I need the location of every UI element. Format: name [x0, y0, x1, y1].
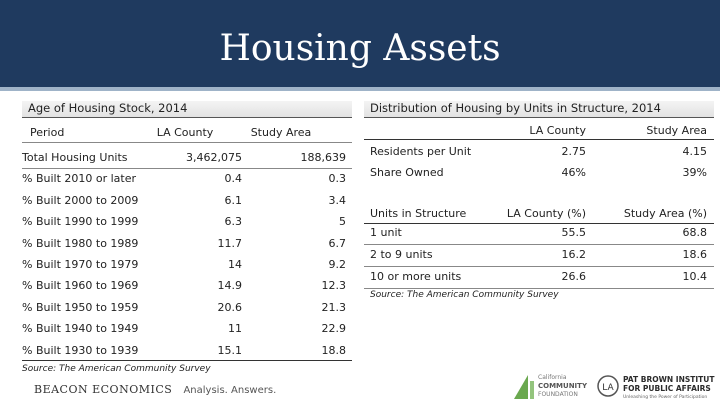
units-row-la: 26.6	[561, 270, 587, 283]
age-row-study: 18.8	[321, 343, 347, 357]
ccc-logo: California COMMUNITY FOUNDATION	[514, 374, 588, 399]
units-header-study: Study Area (%)	[623, 207, 707, 220]
beacon-name: BEACON ECONOMICS	[34, 383, 173, 396]
col-la-county: LA County	[156, 126, 214, 139]
pat-brown-logo: LA PAT BROWN INSTITUTE FOR PUBLIC AFFAIR…	[597, 375, 715, 400]
age-row-la: 0.4	[224, 172, 243, 186]
age-row-la: 6.3	[224, 215, 243, 229]
header-banner: Housing Assets	[0, 0, 720, 87]
units-row-la: 16.2	[561, 248, 587, 261]
age-row-label: % Built 1990 to 1999	[22, 215, 139, 229]
units-header-la: LA County (%)	[506, 207, 586, 220]
age-row-label: % Built 1940 to 1949	[22, 322, 139, 336]
pb-seal-text: LA	[602, 383, 614, 393]
age-row-study: 188,639	[300, 151, 347, 164]
ccc-text-1: California	[538, 374, 567, 381]
units-row-divider	[364, 244, 714, 245]
units-top-row-la: 2.75	[561, 145, 587, 158]
units-top-row-label: Share Owned	[370, 166, 444, 179]
age-row-study: 5	[339, 215, 346, 229]
age-row-la: 11.7	[217, 236, 243, 250]
age-row-label: % Built 1950 to 1959	[22, 300, 139, 314]
ccc-triangle-icon	[514, 375, 528, 399]
units-row-divider	[364, 288, 714, 289]
age-row-la: 14.9	[217, 279, 243, 293]
age-row-label: % Built 2000 to 2009	[22, 193, 139, 207]
age-row-label: % Built 1930 to 1939	[22, 343, 139, 357]
units-header-label: Units in Structure	[370, 207, 467, 220]
units-row-study: 18.6	[682, 248, 708, 261]
ccc-text-2: COMMUNITY	[538, 382, 588, 390]
age-row-la: 11	[228, 322, 242, 336]
age-row-label: % Built 1980 to 1989	[22, 236, 139, 250]
units-row-divider	[364, 266, 714, 267]
age-row-la: 14	[228, 258, 242, 271]
age-row-study: 21.3	[321, 300, 347, 314]
col-study-area: Study Area	[250, 126, 312, 139]
age-row-study: 3.4	[328, 193, 347, 207]
age-row-label: % Built 2010 or later	[22, 172, 137, 186]
age-row-la: 20.6	[217, 300, 243, 314]
age-row-study: 12.3	[321, 279, 347, 293]
age-row-label: Total Housing Units	[22, 151, 128, 164]
units-row-label: 2 to 9 units	[370, 248, 433, 261]
age-row-la: 6.1	[224, 193, 243, 207]
units-header-line	[364, 223, 714, 224]
units-top-row-label: Residents per Unit	[370, 145, 472, 158]
age-table-title: Age of Housing Stock, 2014	[22, 101, 352, 118]
units-row-label: 1 unit	[370, 226, 402, 239]
age-row-study: 6.7	[328, 236, 347, 250]
units-top-row-la: 46%	[561, 166, 586, 179]
pb-tag: Unleashing the Power of Participation	[623, 394, 707, 400]
units-row-label: 10 or more units	[370, 270, 462, 283]
top-col-la-county: LA County	[529, 124, 586, 137]
pb-seal-icon	[597, 375, 619, 397]
age-row-study: 9.2	[328, 258, 347, 271]
age-header-line	[22, 142, 352, 143]
age-row-label: % Built 1970 to 1979	[22, 258, 139, 271]
page-title: Housing Assets	[219, 28, 501, 69]
units-row-la: 55.5	[561, 226, 587, 239]
beacon-tagline: Analysis. Answers.	[183, 385, 277, 396]
ccc-text-3: FOUNDATION	[538, 391, 578, 398]
header-rule	[0, 87, 720, 91]
units-top-row-study: 4.15	[682, 145, 708, 158]
age-row-study: 0.3	[328, 172, 347, 186]
units-row-study: 68.8	[682, 226, 708, 239]
age-row-study: 22.9	[321, 322, 347, 336]
col-period: Period	[30, 126, 65, 139]
units-table-title: Distribution of Housing by Units in Stru…	[364, 101, 714, 118]
age-bottom-line	[22, 360, 352, 361]
units-row-study: 10.4	[682, 270, 708, 283]
top-col-study-area: Study Area	[646, 124, 707, 137]
age-row-divider	[22, 168, 352, 169]
age-row-la: 15.1	[217, 343, 243, 357]
age-row-la: 3,462,075	[186, 151, 242, 164]
pb-name: PAT BROWN INSTITUTE	[623, 375, 715, 384]
age-source: Source: The American Community Survey	[22, 364, 211, 374]
age-row-label: % Built 1960 to 1969	[22, 279, 139, 293]
beacon-logo: BEACON ECONOMICS Analysis. Answers.	[34, 383, 276, 396]
units-top-row-study: 39%	[682, 166, 707, 179]
units-source: Source: The American Community Survey	[370, 290, 559, 300]
units-top-line	[364, 139, 714, 140]
pb-sub: FOR PUBLIC AFFAIRS	[623, 384, 711, 393]
